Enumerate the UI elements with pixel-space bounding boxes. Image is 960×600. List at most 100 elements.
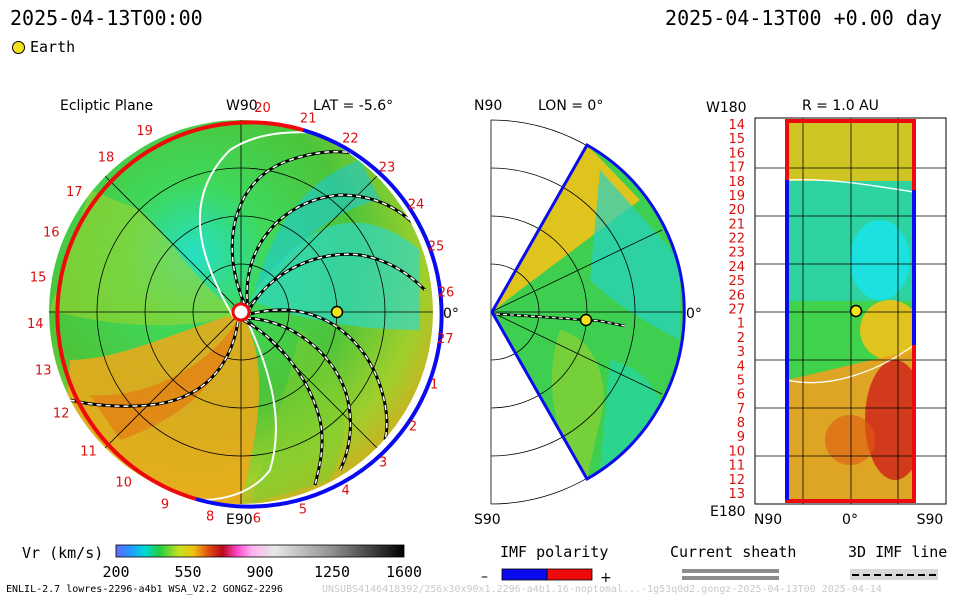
sphere-y-tick: 6 bbox=[737, 388, 745, 403]
ecliptic-polarity-negative bbox=[195, 128, 444, 509]
sphere-y-tick: 4 bbox=[737, 359, 745, 374]
sphere-y-tick: 1 bbox=[737, 317, 745, 332]
current-sheath-legend: Current sheath bbox=[670, 543, 796, 580]
ecliptic-carrington-tick: 20 bbox=[254, 101, 271, 116]
ecliptic-earth-marker bbox=[330, 305, 344, 319]
ecliptic-carrington-tick: 11 bbox=[80, 445, 97, 460]
sphere-y-tick: 17 bbox=[728, 161, 745, 176]
sphere-y-tick: 10 bbox=[728, 444, 745, 459]
sphere-bottom-label: E180 bbox=[710, 504, 746, 520]
ecliptic-carrington-tick: 21 bbox=[300, 111, 317, 126]
sphere-y-tick: 23 bbox=[728, 246, 745, 261]
ecliptic-bottom-label: E90 bbox=[226, 512, 253, 528]
imf-line-legend: 3D IMF line bbox=[848, 543, 947, 580]
ecliptic-carrington-tick: 16 bbox=[43, 226, 60, 241]
sphere-top-label: W180 bbox=[706, 100, 747, 116]
ecliptic-carrington-tick: 5 bbox=[299, 503, 307, 518]
colorbar-gradient bbox=[115, 544, 405, 558]
ecliptic-carrington-tick: 17 bbox=[66, 185, 83, 200]
ecliptic-carrington-tick: 1 bbox=[430, 378, 438, 393]
ecliptic-carrington-tick: 24 bbox=[408, 197, 425, 212]
imf-positive-swatch bbox=[546, 568, 593, 581]
sphere-y-tick: 27 bbox=[728, 303, 745, 318]
sphere-y-tick: 12 bbox=[728, 473, 745, 488]
ecliptic-carrington-tick: 19 bbox=[136, 124, 153, 139]
sphere-y-tick: 9 bbox=[737, 430, 745, 445]
ecliptic-panel: Ecliptic Plane W90 LAT = -5.6° bbox=[27, 98, 459, 528]
ecliptic-carrington-tick: 10 bbox=[115, 475, 132, 490]
ecliptic-current-sheath bbox=[199, 131, 341, 501]
meridional-right-label: 0° bbox=[686, 306, 702, 322]
colorbar-tick: 200 bbox=[102, 563, 129, 581]
sphere-y-tick: 16 bbox=[728, 146, 745, 161]
colorbar-label: Vr (km/s) bbox=[22, 544, 103, 562]
sphere-earth-marker bbox=[849, 304, 863, 318]
date-left: 2025-04-13T00:00 bbox=[10, 6, 203, 30]
sphere-x-tick: S90 bbox=[917, 512, 944, 528]
ecliptic-carrington-tick: 4 bbox=[341, 484, 349, 499]
sphere-y-tick: 3 bbox=[737, 345, 745, 360]
sphere-x-ticks: N90 0° S90 bbox=[754, 512, 944, 528]
date-right: 2025-04-13T00 +0.00 day bbox=[665, 6, 942, 30]
ecliptic-carrington-tick: 15 bbox=[30, 271, 47, 286]
ecliptic-carrington-tick: 13 bbox=[35, 363, 52, 378]
sphere-x-tick: 0° bbox=[842, 512, 858, 528]
sphere-y-tick: 14 bbox=[728, 118, 745, 133]
current-sheath-title: Current sheath bbox=[670, 543, 796, 561]
earth-legend: Earth bbox=[12, 38, 75, 56]
imf-polarity-title: IMF polarity bbox=[500, 543, 608, 561]
imf-negative-swatch bbox=[501, 568, 548, 581]
meridional-top-label: N90 bbox=[474, 98, 502, 114]
ecliptic-top-label: W90 bbox=[226, 98, 258, 114]
sphere-y-tick: 25 bbox=[728, 274, 745, 289]
footer-run-info: ENLIL-2.7 lowres-2296-a4b1 WSA_V2.2 GONG… bbox=[6, 584, 283, 595]
ecliptic-title: Ecliptic Plane bbox=[60, 98, 153, 114]
sphere-y-tick: 7 bbox=[737, 402, 745, 417]
ecliptic-carrington-tick: 8 bbox=[206, 510, 214, 525]
ecliptic-imf-lines-dash bbox=[69, 150, 426, 486]
ecliptic-carrington-tick: 12 bbox=[53, 407, 70, 422]
ecliptic-carrington-tick: 3 bbox=[379, 455, 387, 470]
sphere-y-tick: 22 bbox=[728, 232, 745, 247]
ecliptic-carrington-tick: 6 bbox=[253, 511, 261, 526]
sphere-y-tick: 8 bbox=[737, 416, 745, 431]
meridional-bottom-label: S90 bbox=[474, 512, 501, 528]
ecliptic-carrington-tick: 2 bbox=[409, 419, 417, 434]
footer-file-info: UNSUBS4146418392/256x30x90x1.2296-a4b1.1… bbox=[322, 584, 882, 595]
earth-marker-icon bbox=[12, 40, 25, 54]
ecliptic-carrington-tick: 26 bbox=[438, 285, 455, 300]
sphere-y-tick: 13 bbox=[728, 487, 745, 502]
ecliptic-carrington-tick: 9 bbox=[161, 498, 169, 513]
sphere-y-tick: 5 bbox=[737, 374, 745, 389]
ecliptic-sun bbox=[231, 302, 251, 322]
imf-minus-label: – bbox=[481, 569, 488, 585]
sphere-y-tick: 2 bbox=[737, 331, 745, 346]
sphere-y-tick: 15 bbox=[728, 132, 745, 147]
ecliptic-grid bbox=[49, 120, 433, 504]
ecliptic-carrington-tick: 25 bbox=[428, 240, 445, 255]
colorbar-ticks: 200 550 900 1250 1600 bbox=[102, 563, 422, 581]
sphere-x-tick: N90 bbox=[754, 512, 782, 528]
colorbar: Vr (km/s) 200 550 900 1250 1600 bbox=[22, 544, 422, 581]
imf-plus-label: + bbox=[600, 570, 612, 586]
sphere-y-tick: 20 bbox=[728, 203, 745, 218]
ecliptic-lat-label: LAT = -5.6° bbox=[313, 98, 393, 114]
ecliptic-carrington-tick: 27 bbox=[437, 332, 454, 347]
sphere-y-tick: 26 bbox=[728, 288, 745, 303]
meridional-panel: N90 LON = 0° 0° S bbox=[474, 98, 702, 528]
earth-legend-label: Earth bbox=[30, 38, 76, 56]
colorbar-tick: 1600 bbox=[386, 563, 422, 581]
sphere-r-label: R = 1.0 AU bbox=[802, 98, 879, 114]
ecliptic-right-label: 0° bbox=[443, 306, 459, 322]
ecliptic-carrington-tick: 18 bbox=[98, 150, 115, 165]
colorbar-tick: 900 bbox=[246, 563, 273, 581]
ecliptic-polarity-positive bbox=[55, 120, 304, 501]
sphere-y-tick: 21 bbox=[728, 217, 745, 232]
ecliptic-carrington-tick: 14 bbox=[27, 317, 44, 332]
meridional-polarity-edge bbox=[490, 142, 686, 482]
ecliptic-carrington-tick: 23 bbox=[379, 161, 396, 176]
sphere-y-tick: 19 bbox=[728, 189, 745, 204]
sphere-y-tick: 24 bbox=[728, 260, 745, 275]
